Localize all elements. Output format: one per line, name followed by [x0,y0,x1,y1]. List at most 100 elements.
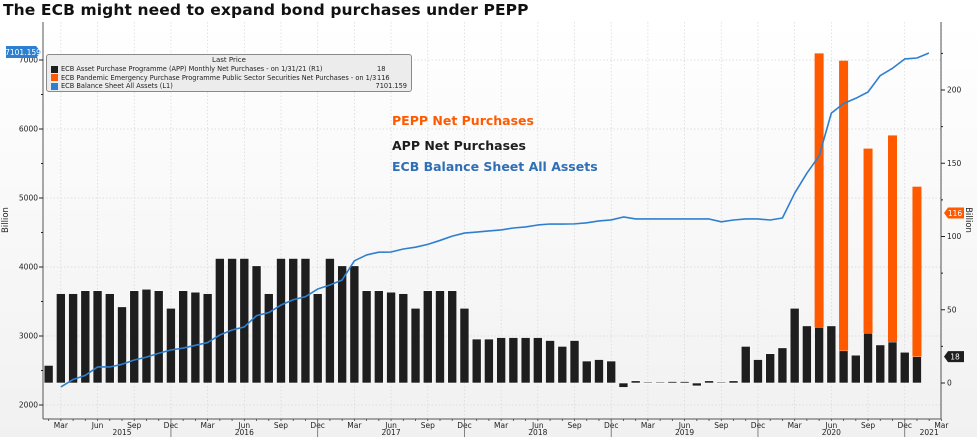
app-bar [679,381,690,384]
app-bar [56,293,66,384]
app-bar [227,258,237,384]
x-tick-label: Mar [934,421,949,430]
app-bar [153,290,164,384]
app-bar [851,354,861,384]
bars [43,53,922,388]
app-bar [581,360,592,384]
x-tick-label: Jun [237,421,250,430]
app-bar [887,341,898,384]
app-bar [190,291,201,384]
app-bar [92,290,103,384]
right-tick-label: 0 [947,379,952,388]
app-bar [557,346,568,384]
x-year-label: 2015 [112,428,131,437]
app-bar [117,306,127,384]
app-bar [704,380,714,384]
app-bar [43,365,54,384]
left-axis-title: Billion [1,207,11,233]
app-bar [215,258,225,384]
x-tick-label: Sep [861,421,875,430]
x-tick-label: Mar [54,421,69,430]
x-tick-label: Mar [641,421,656,430]
app-bar [288,258,299,384]
right-tick-label: 50 [947,305,957,314]
app-bar [777,347,788,384]
x-tick-label: Sep [714,421,728,430]
app-bar [166,307,176,384]
app-bar [129,290,140,384]
legend-item-app: ECB Asset Purchase Programme (APP) Month… [51,65,407,74]
x-tick-label: Sep [274,421,288,430]
app-bar [202,293,213,384]
annotation-2: ECB Balance Sheet All Assets [392,159,598,174]
annotation-1: APP Net Purchases [392,138,526,153]
left-tick-label: 6000 [19,125,38,134]
app-bar [68,293,78,384]
legend-box: Last Price ECB Asset Purchase Programme … [46,54,412,92]
pepp-bar [888,135,897,342]
pepp-bar [863,148,873,334]
legend-label: ECB Pandemic Emergency Purchase Programm… [61,73,377,82]
app-bar [826,325,837,384]
app-bar [276,258,286,384]
gridlines [43,22,942,419]
x-tick-label: Mar [494,421,509,430]
last-value-tag-pepp [944,207,964,219]
x-year-label: 2016 [235,428,254,437]
x-tick-label: Sep [421,421,435,430]
app-bar [263,293,274,384]
x-tick-label: Jun [531,421,544,430]
pepp-swatch-icon [51,74,58,82]
legend-value: 18 [377,65,386,73]
app-bar [753,359,763,384]
chart-title: The ECB might need to expand bond purcha… [3,1,529,19]
right-tick-label: 100 [947,232,962,241]
annotation-0: PEPP Net Purchases [392,113,534,128]
app-bar [459,307,470,384]
x-tick-label: Mar [201,421,216,430]
left-tick-label: 3000 [19,332,38,341]
pepp-bar [839,60,849,351]
app-bar [104,293,115,384]
legend-value: 7101.159 [375,82,407,90]
app-bar [802,325,812,384]
app-bar [789,307,800,384]
x-tick-label: Jun [91,421,104,430]
x-tick-label: Jun [824,421,837,430]
app-bar [838,350,849,384]
app-bar [484,338,494,384]
app-bar [912,356,922,384]
app-bar [667,381,678,384]
app-bar [398,293,409,384]
app-bar [765,353,776,384]
right-tick-label: 200 [947,86,962,95]
app-bar [716,381,727,384]
app-bar [814,327,824,384]
pepp-bar [814,53,824,328]
right-axis-title: Billion [963,207,973,233]
app-bar [545,340,555,384]
app-bar [863,332,873,384]
app-bar [300,258,311,384]
last-value-tag-app-text: 18 [950,352,960,361]
chart-svg: 2000 3000 4000 5000 6000 7000 0 50 100 150 200 Bill… [1,22,973,437]
legend-header: Last Price [212,56,246,64]
last-value-tag-left [6,46,41,58]
app-bar [178,290,188,384]
app-bar [740,346,751,384]
app-bar [655,381,665,384]
last-value-tag-left-text: 7101.159 [5,48,41,57]
x-tick-label: Sep [567,421,581,430]
x-tick-label: Jun [384,421,397,430]
app-bar [422,290,433,384]
legend-item-pepp: ECB Pandemic Emergency Purchase Programm… [51,74,407,83]
app-bar [141,288,152,384]
left-tick-label: 2000 [19,401,38,410]
left-tick-label: 4000 [19,263,38,272]
x-year-label: 2021 [920,428,939,437]
balance-sheet-line [60,52,930,388]
legend-label: ECB Balance Sheet All Assets (L1) [61,82,173,90]
last-value-tag-app [944,351,964,363]
app-bar [692,382,702,387]
x-year-label: 2020 [822,428,841,437]
